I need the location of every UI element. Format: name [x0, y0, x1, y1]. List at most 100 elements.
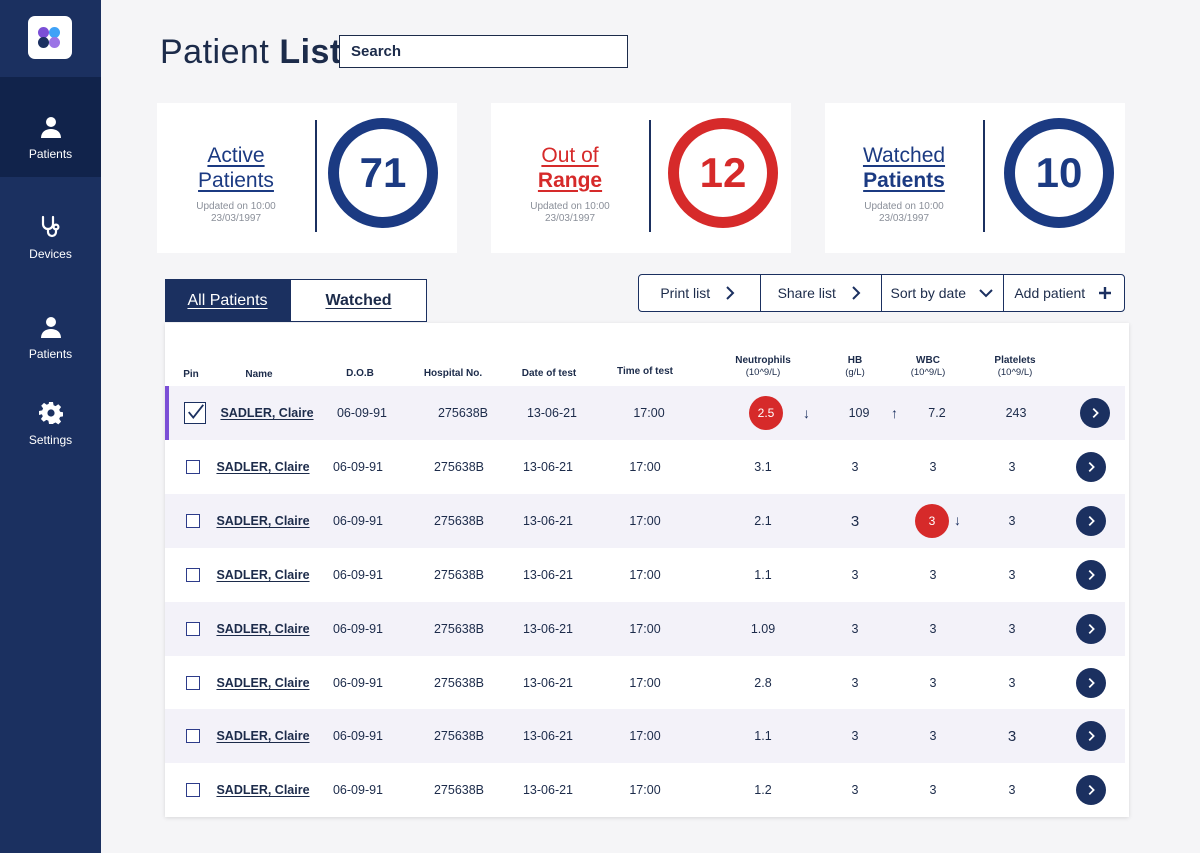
hospital-cell: 275638B — [433, 676, 485, 690]
open-patient-button[interactable] — [1076, 452, 1106, 482]
summary-card-out-of-range[interactable]: Out of Range Updated on 10:00 23/03/1997… — [491, 103, 791, 253]
chevron-right-icon — [1088, 516, 1095, 526]
updated-date: 23/03/1997 — [544, 213, 596, 224]
open-patient-button[interactable] — [1076, 721, 1106, 751]
hospital-cell: 275638B — [433, 622, 485, 636]
platelets-cell: 3 — [1008, 676, 1016, 690]
open-patient-button[interactable] — [1076, 668, 1106, 698]
patient-table: Pin Name D.O.B Hospital No. Date of test… — [165, 323, 1129, 817]
patient-name-link[interactable]: SADLER, Claire — [216, 676, 310, 690]
pin-checkbox[interactable] — [186, 676, 200, 690]
date-cell: 13-06-21 — [522, 622, 574, 636]
pin-cell — [179, 602, 207, 656]
platelets-cell: 3 — [1008, 783, 1016, 797]
row-open-cell — [1071, 656, 1111, 710]
search-input[interactable] — [339, 35, 628, 68]
updated-date: 23/03/1997 — [210, 213, 262, 224]
patient-name-link[interactable]: SADLER, Claire — [216, 622, 310, 636]
card-title-line: Patients — [198, 169, 274, 192]
table-row[interactable]: SADLER, Claire 06-09-91 275638B 13-06-21… — [165, 494, 1125, 548]
chevron-down-icon — [979, 289, 993, 298]
platelets-cell: 3 — [1007, 727, 1017, 745]
open-patient-button[interactable] — [1076, 560, 1106, 590]
hospital-cell: 275638B — [437, 406, 489, 420]
header-unit: (g/L) — [845, 367, 865, 378]
sidebar-item-devices[interactable]: Devices — [0, 215, 101, 261]
date-cell: 13-06-21 — [522, 729, 574, 743]
table-row[interactable]: SADLER, Claire 06-09-91 275638B 13-06-21… — [165, 440, 1125, 494]
row-open-cell — [1071, 709, 1111, 763]
person-icon — [40, 117, 61, 138]
table-row[interactable]: SADLER, Claire 06-09-91 275638B 13-06-21… — [165, 656, 1125, 710]
card-title-link[interactable]: Active Patients — [157, 143, 315, 193]
patient-name-link[interactable]: SADLER, Claire — [216, 783, 310, 797]
updated-date: 23/03/1997 — [878, 213, 930, 224]
open-patient-button[interactable] — [1076, 506, 1106, 536]
sidebar-item-settings[interactable]: Settings — [0, 401, 101, 447]
time-cell: 17:00 — [629, 676, 661, 690]
hb-cell: 3 — [851, 622, 859, 636]
patient-name-link[interactable]: SADLER, Claire — [216, 460, 310, 474]
pin-checkbox[interactable] — [186, 622, 200, 636]
pin-checkbox[interactable] — [184, 402, 206, 424]
card-text: Watched Patients Updated on 10:00 23/03/… — [825, 143, 983, 225]
arrow-up-icon: ↑ — [891, 405, 898, 421]
tab-label: Watched — [325, 291, 392, 309]
print-list-button[interactable]: Print list — [639, 275, 761, 311]
person-icon — [40, 317, 61, 338]
neutrophils-cell: 1.1 — [754, 729, 772, 743]
pin-cell — [179, 763, 207, 817]
table-row[interactable]: SADLER, Claire 06-09-91 275638B 13-06-21… — [165, 763, 1125, 817]
tab-watched[interactable]: Watched — [290, 279, 427, 322]
dob-cell: 06-09-91 — [332, 622, 384, 636]
pin-checkbox[interactable] — [186, 568, 200, 582]
tab-all-patients[interactable]: All Patients — [165, 279, 290, 322]
wbc-cell: 3 — [929, 568, 937, 582]
action-label: Print list — [660, 285, 711, 301]
row-open-cell — [1071, 763, 1111, 817]
sort-by-date-button[interactable]: Sort by date — [882, 275, 1004, 311]
pin-checkbox[interactable] — [186, 460, 200, 474]
table-row[interactable]: SADLER, Claire 06-09-91 275638B 13-06-21… — [165, 386, 1125, 440]
table-row[interactable]: SADLER, Claire 06-09-91 275638B 13-06-21… — [165, 602, 1125, 656]
stethoscope-icon — [41, 215, 60, 238]
share-list-button[interactable]: Share list — [761, 275, 882, 311]
header-label: Platelets — [994, 355, 1036, 366]
pin-checkbox[interactable] — [186, 783, 200, 797]
pin-cell — [179, 709, 207, 763]
patient-name-link[interactable]: SADLER, Claire — [216, 514, 310, 528]
time-cell: 17:00 — [633, 406, 665, 420]
sidebar-item-patients[interactable]: Patients — [0, 77, 101, 177]
pin-cell — [179, 548, 207, 602]
summary-card-watched[interactable]: Watched Patients Updated on 10:00 23/03/… — [825, 103, 1125, 253]
patient-name-link[interactable]: SADLER, Claire — [216, 729, 310, 743]
table-row[interactable]: SADLER, Claire 06-09-91 275638B 13-06-21… — [165, 709, 1125, 763]
row-open-cell — [1071, 440, 1111, 494]
table-row[interactable]: SADLER, Claire 06-09-91 275638B 13-06-21… — [165, 548, 1125, 602]
open-patient-button[interactable] — [1076, 614, 1106, 644]
open-patient-button[interactable] — [1076, 775, 1106, 805]
patient-name-link[interactable]: SADLER, Claire — [220, 406, 314, 420]
header-label: WBC — [916, 355, 940, 366]
col-header-hospital: Hospital No. — [423, 368, 483, 379]
header-label: Neutrophils — [735, 355, 791, 366]
date-cell: 13-06-21 — [522, 514, 574, 528]
patient-name-link[interactable]: SADLER, Claire — [216, 568, 310, 582]
hb-cell: 3 — [850, 512, 860, 530]
checkmark-icon — [188, 404, 204, 419]
add-patient-button[interactable]: Add patient — [1004, 275, 1125, 311]
pin-checkbox[interactable] — [186, 514, 200, 528]
wbc-cell: 3 — [914, 494, 950, 548]
pin-checkbox[interactable] — [186, 729, 200, 743]
card-title-link[interactable]: Out of Range — [491, 143, 649, 193]
out-of-range-badge: 3 — [915, 504, 949, 538]
col-header-platelets: Platelets (10^9/L) — [980, 355, 1050, 379]
chevron-right-icon — [1088, 785, 1095, 795]
sidebar-item-patients-2[interactable]: Patients — [0, 315, 101, 361]
summary-card-active[interactable]: Active Patients Updated on 10:00 23/03/1… — [157, 103, 457, 253]
app-logo[interactable] — [28, 16, 72, 59]
logo-dot — [38, 27, 49, 38]
open-patient-button[interactable] — [1080, 398, 1110, 428]
card-title-link[interactable]: Watched Patients — [825, 143, 983, 193]
tab-label: All Patients — [187, 291, 268, 309]
